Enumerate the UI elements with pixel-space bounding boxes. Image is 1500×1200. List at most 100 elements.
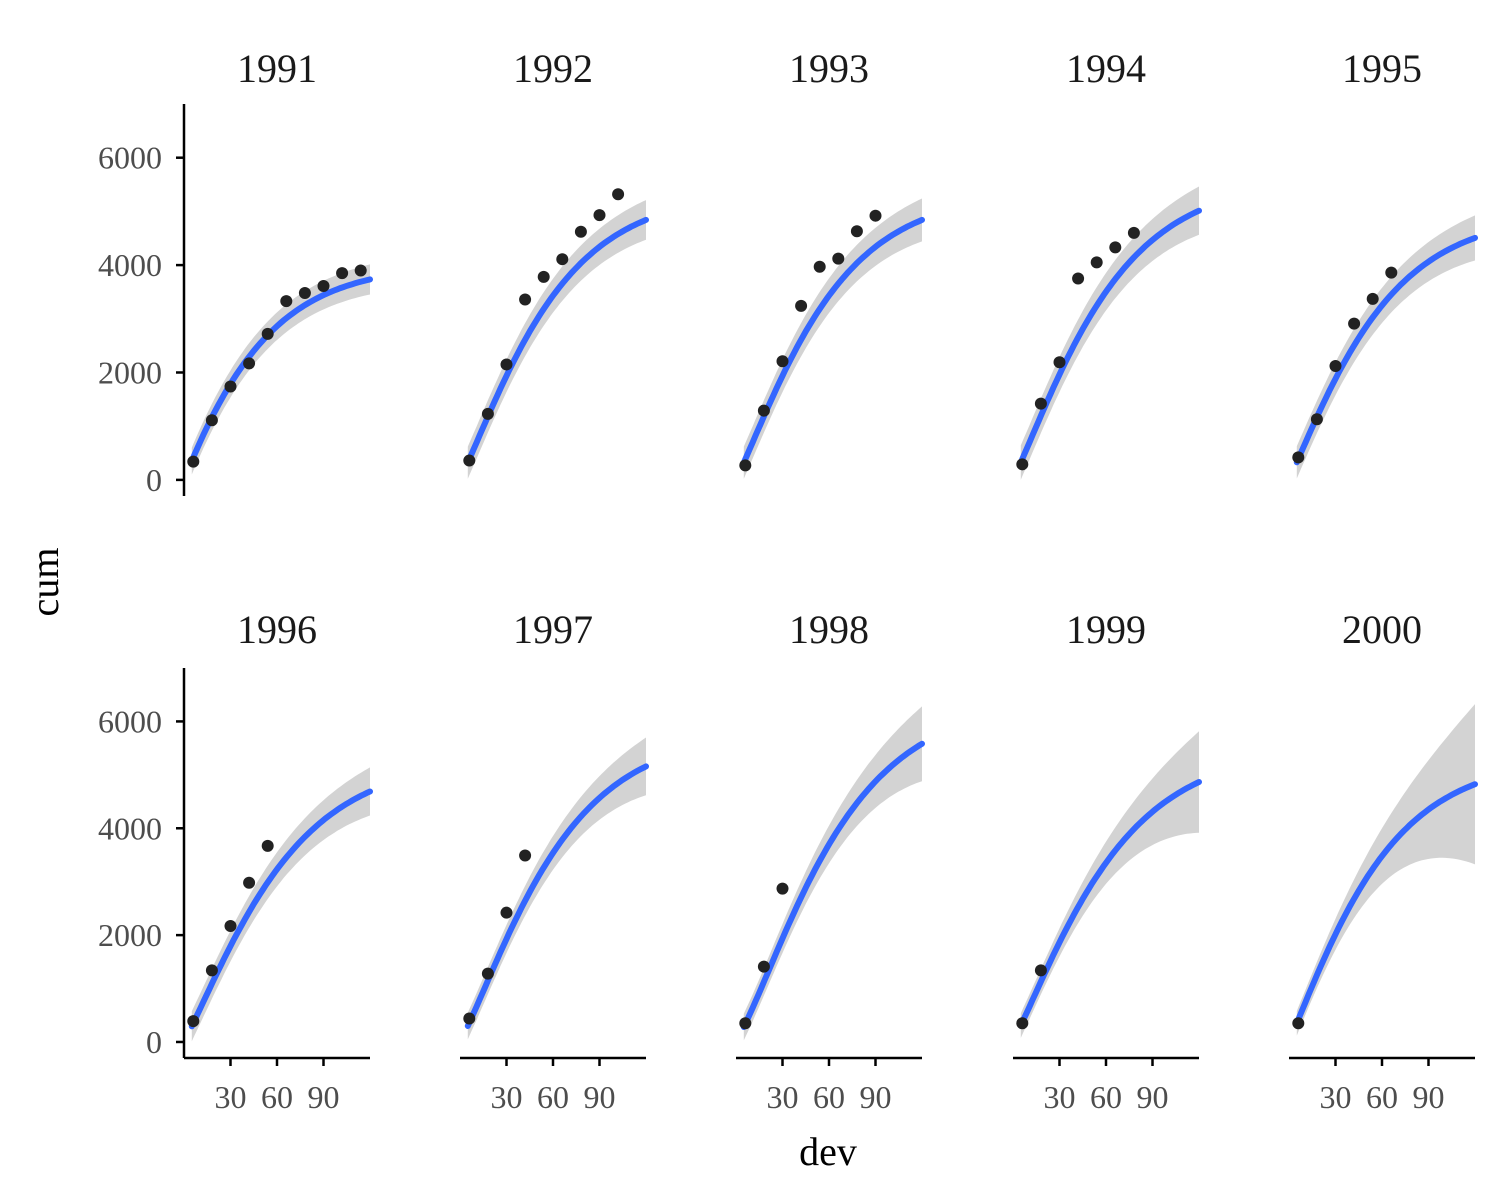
facet-title: 1993 [789, 46, 869, 91]
facet-title: 1996 [237, 607, 317, 652]
panel-1996: 1996 0 2000 4000 6000 30 60 90 [98, 607, 373, 1115]
confidence-band [467, 737, 646, 1040]
data-point [317, 280, 330, 293]
x-tick-label: 60 [537, 1079, 569, 1115]
facet-panels: 1991 0 2000 4000 6000 1992 1993 1994 1995 1996 0 20… [98, 46, 1478, 1115]
x-tick-label: 90 [1413, 1079, 1445, 1115]
data-point [739, 459, 752, 472]
panel-1992: 1992 [463, 46, 649, 479]
facet-title: 1997 [513, 607, 593, 652]
x-tick-label: 60 [261, 1079, 293, 1115]
data-point [243, 876, 256, 889]
data-point [1016, 458, 1029, 471]
data-point [187, 1015, 200, 1028]
data-point [813, 260, 826, 273]
data-point [1109, 241, 1122, 254]
data-point [574, 225, 587, 238]
data-point [556, 253, 569, 266]
data-point [795, 299, 808, 312]
x-tick-label: 30 [491, 1079, 523, 1115]
y-tick-label: 2000 [98, 354, 162, 390]
facet-title: 1999 [1066, 607, 1146, 652]
fit-line [740, 216, 925, 466]
confidence-band [1296, 215, 1475, 479]
data-point [500, 906, 513, 919]
data-point [224, 920, 237, 933]
data-point [243, 357, 256, 370]
data-point [1329, 360, 1342, 373]
data-point [1385, 266, 1398, 279]
y-tick-label: 0 [146, 462, 162, 498]
fit-line [464, 763, 649, 1029]
data-point [205, 414, 218, 427]
panel-1991: 1991 0 2000 4000 6000 [98, 46, 373, 498]
facet-title: 1994 [1066, 46, 1146, 91]
data-point [1053, 356, 1066, 369]
data-point [1292, 451, 1305, 464]
data-point [500, 358, 513, 371]
fit-line [1017, 207, 1202, 466]
panel-1997: 1997 30 60 90 [460, 607, 649, 1115]
panel-1995: 1995 [1292, 46, 1478, 479]
facet-title: 1995 [1342, 46, 1422, 91]
fit-line [188, 276, 373, 465]
data-point [612, 188, 625, 201]
data-point [354, 264, 367, 277]
facet-title: 1992 [513, 46, 593, 91]
data-point [519, 293, 532, 306]
y-tick-label: 0 [146, 1024, 162, 1060]
data-point [481, 407, 494, 420]
confidence-band [1020, 731, 1199, 1038]
x-tick-label: 90 [584, 1079, 616, 1115]
panel-1998: 1998 30 60 90 [736, 607, 925, 1115]
x-tick-label: 60 [813, 1079, 845, 1115]
data-point [1310, 413, 1323, 426]
data-point [336, 267, 349, 280]
data-point [776, 882, 789, 895]
data-point [1072, 272, 1085, 285]
confidence-band [743, 706, 922, 1041]
fit-line [1017, 779, 1202, 1029]
data-point [298, 287, 311, 300]
data-point [739, 1017, 752, 1030]
data-point [850, 225, 863, 238]
x-tick-label: 90 [308, 1079, 340, 1115]
fit-line [740, 740, 925, 1030]
data-point [463, 454, 476, 467]
data-point [1348, 317, 1361, 330]
confidence-band [191, 767, 370, 1042]
y-tick-label: 2000 [98, 917, 162, 953]
data-point [224, 380, 237, 393]
facet-title: 1991 [237, 46, 317, 91]
x-tick-label: 30 [215, 1079, 247, 1115]
x-tick-label: 90 [860, 1079, 892, 1115]
confidence-band [1020, 186, 1199, 480]
panel-1993: 1993 [739, 46, 925, 479]
x-axis-title: dev [799, 1129, 857, 1174]
data-point [593, 209, 606, 222]
data-point [463, 1012, 476, 1025]
x-tick-label: 60 [1366, 1079, 1398, 1115]
y-tick-label: 4000 [98, 247, 162, 283]
confidence-band [1296, 704, 1475, 1036]
data-point [869, 209, 882, 222]
facet-title: 2000 [1342, 607, 1422, 652]
data-point [187, 455, 200, 468]
y-axis-title: cum [22, 548, 67, 617]
data-point [261, 839, 274, 852]
x-tick-label: 90 [1137, 1079, 1169, 1115]
fit-line [1293, 781, 1478, 1027]
confidence-band [743, 198, 922, 479]
data-point [1127, 226, 1140, 239]
facet-title: 1998 [789, 607, 869, 652]
data-point [1090, 256, 1103, 269]
confidence-band [467, 200, 646, 479]
data-point [280, 295, 293, 308]
fit-line [1293, 234, 1478, 466]
x-tick-label: 30 [1320, 1079, 1352, 1115]
y-tick-label: 6000 [98, 140, 162, 176]
confidence-band [191, 264, 370, 475]
data-point [1034, 964, 1047, 977]
x-tick-label: 60 [1090, 1079, 1122, 1115]
fit-line [464, 216, 649, 466]
